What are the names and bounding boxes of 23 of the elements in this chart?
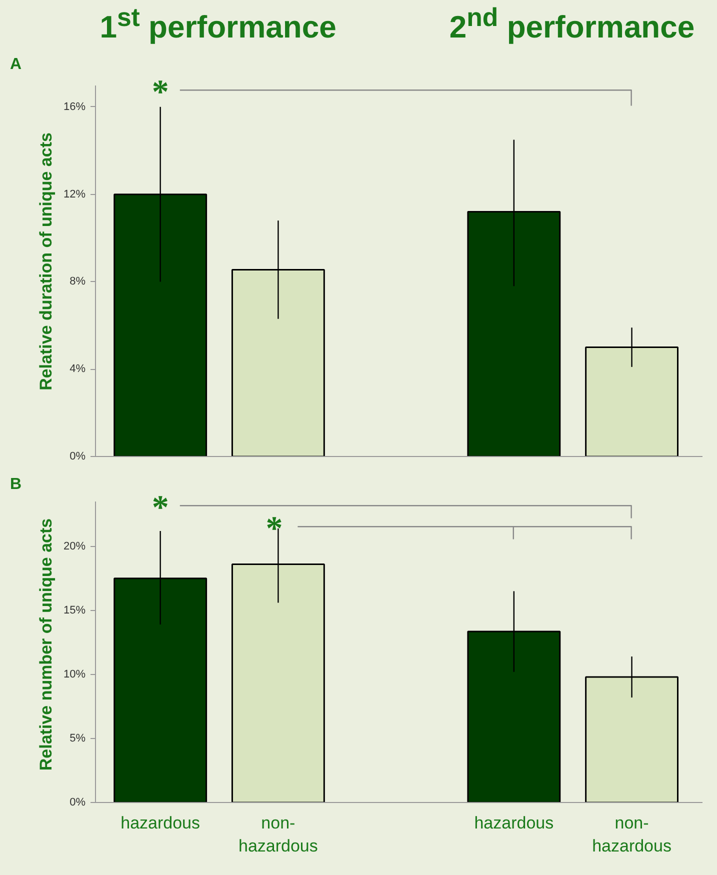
annotation: * [266, 510, 283, 548]
y-tick-label: 5% [70, 732, 86, 744]
y-tick-label: 16% [63, 100, 86, 113]
x-tick-label: non-hazardous [238, 814, 318, 856]
y-tick-label: 8% [70, 276, 86, 288]
y-tick-label: 10% [63, 668, 86, 680]
annotation: * [152, 74, 169, 112]
y-tick-label: 12% [63, 188, 86, 200]
y-tick-label: 0% [70, 796, 86, 808]
y-axis-title: Relative number of unique acts [36, 518, 56, 771]
x-tick-label: non-hazardous [592, 814, 672, 856]
y-tick-label: 0% [70, 450, 86, 462]
y-tick-label: 4% [70, 363, 86, 376]
y-tick-label: 20% [63, 540, 86, 552]
text: A [10, 55, 22, 75]
annotation: * [152, 490, 169, 527]
text: B [10, 475, 22, 495]
x-tick-label: hazardous [120, 814, 200, 832]
y-tick-label: 15% [63, 604, 86, 616]
text: 1$^{st}$ performance [98, 3, 338, 46]
y-axis-title: Relative duration of unique acts [36, 132, 56, 390]
text: 2$^{nd}$ performance [448, 3, 696, 46]
x-tick-label: hazardous [474, 814, 554, 832]
